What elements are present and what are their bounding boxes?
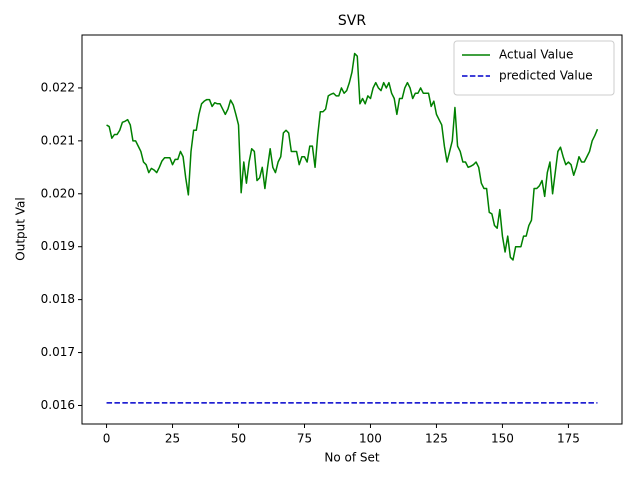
y-tick-label: 0.022 <box>41 80 75 94</box>
legend-label: predicted Value <box>499 69 593 83</box>
x-tick-label: 150 <box>491 432 514 446</box>
y-tick-label: 0.016 <box>41 398 75 412</box>
x-tick-label: 25 <box>165 432 180 446</box>
x-tick-label: 100 <box>359 432 382 446</box>
data-line <box>106 52 599 261</box>
y-axis-label: Output Val <box>14 197 28 260</box>
y-tick-label: 0.021 <box>41 133 75 147</box>
plot-frame <box>81 34 623 425</box>
y-tick-label: 0.018 <box>41 292 75 306</box>
y-tick-label: 0.020 <box>41 186 75 200</box>
x-axis-label: No of Set <box>324 451 380 465</box>
x-tick-label: 50 <box>231 432 246 446</box>
y-tick-label: 0.019 <box>41 239 75 253</box>
x-tick-label: 175 <box>557 432 580 446</box>
x-tick-label: 125 <box>425 432 448 446</box>
y-tick-label: 0.017 <box>41 345 75 359</box>
x-tick-label: 75 <box>297 432 312 446</box>
legend-box <box>453 40 615 96</box>
legend-label: Actual Value <box>499 48 573 62</box>
x-tick-label: 0 <box>103 432 111 446</box>
chart-title: SVR <box>338 13 366 29</box>
